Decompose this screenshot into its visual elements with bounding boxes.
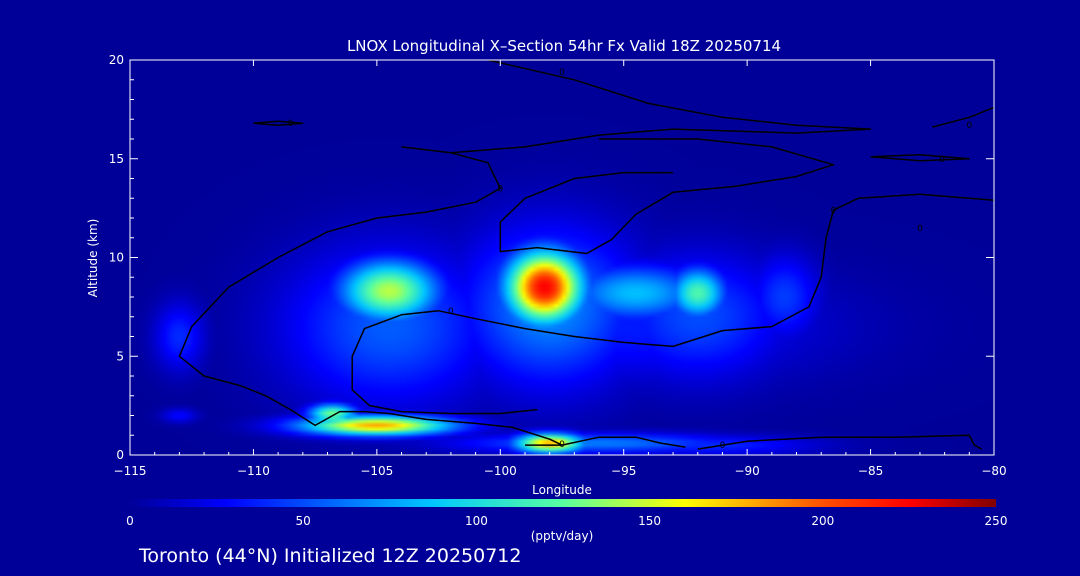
contour-line	[697, 434, 983, 450]
contour-line	[253, 120, 304, 126]
contour-label: 0	[559, 440, 565, 450]
x-tick-label: −100	[484, 464, 517, 478]
x-tick-label: −85	[858, 464, 883, 478]
heatmap-field	[130, 60, 994, 455]
x-tick-label: −115	[114, 464, 147, 478]
contour-label: 0	[831, 206, 837, 216]
contour-line	[932, 106, 994, 128]
contour-lines: 0 0 0 0 0 0 0 0 0 0	[178, 60, 994, 451]
colorbar-ticks: 0 50 100 150 200 250	[126, 514, 1007, 528]
contour-label: 0	[966, 121, 972, 131]
footer-caption: Toronto (44°N) Initialized 12Z 20250712	[138, 545, 522, 567]
x-tick-label: −110	[237, 464, 270, 478]
y-tick-label: 15	[109, 152, 124, 166]
contour-label: 0	[288, 119, 294, 129]
x-tick-label: −95	[611, 464, 636, 478]
x-axis-label: Longitude	[532, 483, 592, 497]
contour-line	[499, 138, 835, 255]
colorbar-tick-label: 150	[638, 514, 661, 528]
y-tick-label: 10	[109, 251, 124, 265]
y-tick-label: 20	[109, 53, 124, 67]
colorbar-tick-label: 0	[126, 514, 134, 528]
contour-line	[561, 436, 686, 448]
colorbar-tick-label: 100	[465, 514, 488, 528]
colorbar-label: (pptv/day)	[531, 529, 594, 543]
contour-line	[870, 154, 971, 162]
contour-line	[401, 60, 872, 154]
y-axis: 0 5 10 15 20	[109, 53, 994, 462]
contour-label: 0	[720, 441, 726, 451]
contour-line	[672, 193, 994, 348]
x-tick-label: −80	[981, 464, 1006, 478]
contour-label: 0	[448, 307, 454, 317]
x-tick-label: −105	[360, 464, 393, 478]
colorbar	[130, 499, 996, 507]
x-tick-label: −90	[734, 464, 759, 478]
contour-line	[178, 152, 563, 446]
contour-label: 0	[497, 184, 503, 194]
y-tick-label: 0	[116, 448, 124, 462]
contour-label: 0	[939, 155, 945, 165]
colorbar-tick-label: 50	[296, 514, 311, 528]
colorbar-tick-label: 200	[811, 514, 834, 528]
colorbar-tick-label: 250	[985, 514, 1008, 528]
contour-label: 0	[917, 224, 923, 234]
chart-title: LNOX Longitudinal X–Section 54hr Fx Vali…	[347, 37, 781, 55]
contour-label: 0	[559, 68, 565, 78]
x-axis: −115 −110 −105 −100 −95 −90 −85 −80	[114, 60, 1007, 478]
y-tick-label: 5	[116, 349, 124, 363]
y-axis-label: Altitude (km)	[86, 219, 100, 298]
contour-line	[351, 310, 674, 415]
